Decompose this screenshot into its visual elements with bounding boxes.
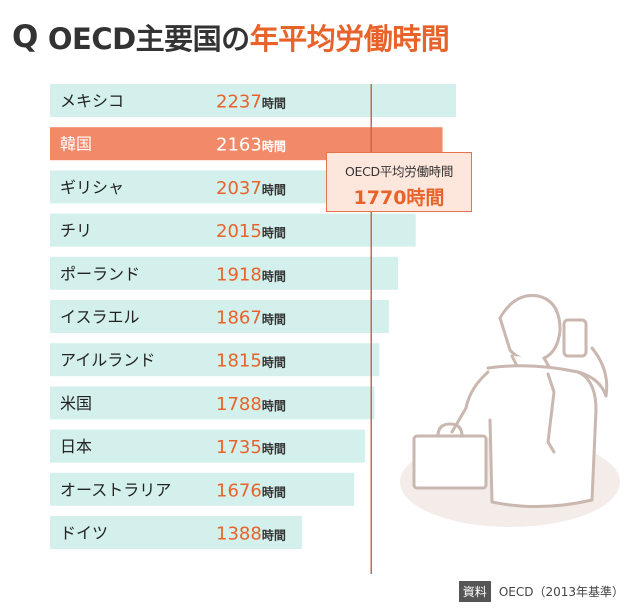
bar-value-6: 1815時間 [216, 351, 286, 372]
bar-value-3: 2015時間 [216, 221, 286, 242]
bar-label-6: アイルランド [60, 351, 155, 370]
bar-label-8: 日本 [60, 437, 92, 456]
bar-value-4: 1918時間 [216, 264, 286, 285]
bar-label-5: イスラエル [60, 308, 140, 327]
bar-7 [50, 386, 375, 420]
bar-value-5: 1867時間 [216, 308, 286, 329]
bar-label-0: メキシコ [60, 92, 124, 111]
bar-5 [50, 300, 389, 333]
bar-label-10: ドイツ [60, 524, 108, 543]
bar-4 [50, 256, 399, 290]
bar-9 [50, 472, 355, 506]
source-note: 資料 OECD（2013年基準） [458, 581, 624, 602]
bar-0 [50, 84, 456, 117]
average-value: 1770時間 [353, 187, 445, 209]
bar-label-4: ポーランド [60, 264, 140, 283]
bar-value-0: 2237時間 [216, 92, 286, 113]
bar-label-9: オーストラリア [60, 480, 171, 499]
businessman-illustration [400, 293, 620, 527]
bar-value-9: 1676時間 [216, 480, 286, 501]
oecd-average-callout: OECD平均労働時間 1770時間 [326, 152, 472, 212]
source-text: OECD（2013年基準） [498, 585, 624, 599]
bar-label-2: ギリシャ [60, 178, 124, 197]
title-accent: 年平均労働時間 [249, 22, 450, 56]
bar-value-8: 1735時間 [216, 437, 286, 458]
source-tag: 資料 [458, 581, 491, 602]
bar-label-3: チリ [60, 221, 92, 240]
question-mark-icon: Q [12, 19, 38, 55]
average-label: OECD平均労働時間 [344, 164, 454, 179]
bar-3 [50, 213, 416, 247]
bar-value-10: 1388時間 [216, 524, 286, 545]
bar-value-7: 1788時間 [216, 394, 286, 415]
title-main: OECD主要国の [47, 22, 250, 56]
bar-10 [50, 516, 302, 549]
chart-title: Q OECD主要国の 年平均労働時間 [12, 14, 450, 60]
bar-label-1: 韓国 [60, 135, 92, 154]
bar-8 [50, 429, 365, 463]
bar-6 [50, 343, 380, 377]
bar-value-2: 2037時間 [216, 178, 286, 199]
bar-value-1: 2163時間 [216, 135, 286, 156]
bar-label-7: 米国 [60, 394, 92, 413]
